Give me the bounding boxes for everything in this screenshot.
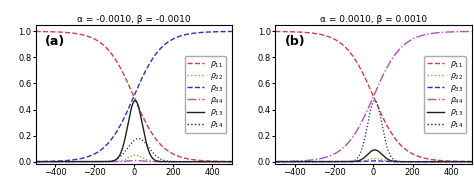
Title: α = -0.0010, β = -0.0010: α = -0.0010, β = -0.0010 [77, 15, 191, 24]
Title: α = 0.0010, β = 0.0010: α = 0.0010, β = 0.0010 [320, 15, 427, 24]
Text: (a): (a) [46, 35, 65, 48]
Legend: $\rho_{11}$, $\rho_{22}$, $\rho_{33}$, $\rho_{44}$, $\rho_{13}$, $\rho_{14}$: $\rho_{11}$, $\rho_{22}$, $\rho_{33}$, $… [424, 56, 466, 133]
Legend: $\rho_{11}$, $\rho_{22}$, $\rho_{33}$, $\rho_{44}$, $\rho_{13}$, $\rho_{14}$: $\rho_{11}$, $\rho_{22}$, $\rho_{33}$, $… [185, 56, 226, 133]
Text: (b): (b) [285, 35, 306, 48]
